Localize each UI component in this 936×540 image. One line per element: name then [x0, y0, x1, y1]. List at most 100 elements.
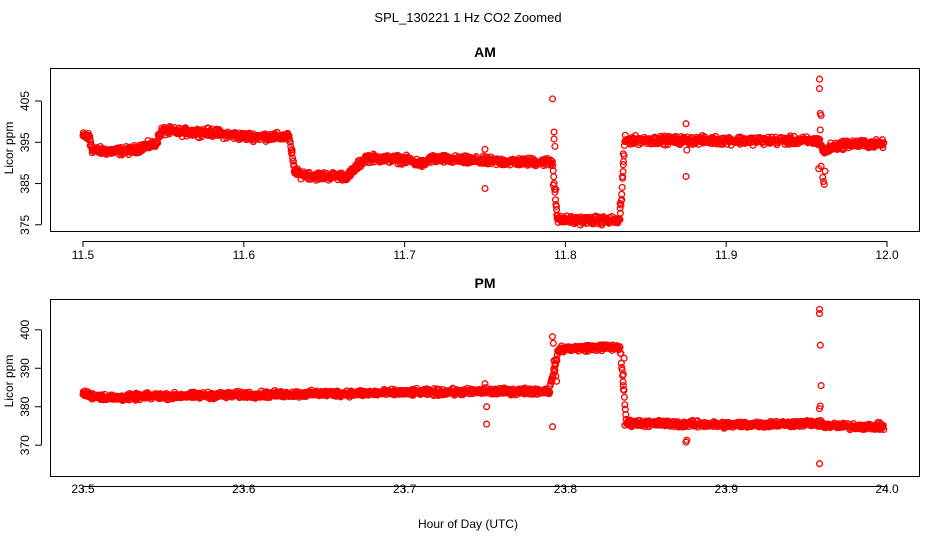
data-point-outlier	[551, 360, 559, 368]
panel-am-x-tick-label: 11.5	[72, 248, 95, 262]
panel-pm-title: PM	[475, 275, 496, 291]
panel-pm: PM Licor ppm 23.5 23.6 23.7 23.8 23.9 24.0 370…	[2, 275, 920, 496]
panel-am: AM Licor ppm 11.5 11.6 11.7 11.8 11.9 12.0 375…	[2, 44, 920, 262]
panel-am-y-tick-label: 395	[18, 132, 32, 152]
data-point-outlier	[682, 120, 690, 128]
data-point-outlier	[619, 161, 627, 169]
data-point	[549, 162, 557, 170]
data-point	[285, 132, 293, 140]
data-point-outlier	[815, 405, 824, 413]
data-point-outlier	[483, 403, 491, 411]
data-point-outlier	[481, 380, 489, 388]
data-point	[622, 411, 630, 419]
data-point-outlier	[553, 377, 561, 385]
data-point	[619, 378, 627, 386]
data-point	[874, 419, 882, 427]
data-point-outlier	[821, 167, 829, 175]
data-point	[551, 188, 559, 196]
panel-pm-y-tick-label: 370	[18, 435, 32, 455]
data-point-outlier	[482, 383, 490, 392]
data-point-outlier	[682, 172, 690, 181]
x-axis-label: Hour of Day (UTC)	[418, 517, 518, 531]
panel-pm-y-tick-label: 380	[18, 396, 32, 416]
data-point	[879, 144, 887, 152]
panel-am-plot-frame	[50, 68, 920, 232]
data-point	[620, 393, 628, 401]
panel-pm-x-tick-label: 23.8	[554, 482, 578, 496]
data-point-outlier	[815, 310, 824, 318]
data-point-outlier	[616, 199, 624, 207]
data-point-outlier	[683, 146, 691, 154]
data-point-outlier	[618, 196, 626, 204]
data-point-outlier	[815, 460, 824, 468]
data-point-outlier	[551, 142, 559, 150]
data-point-outlier	[817, 111, 825, 120]
data-point-outlier	[548, 333, 557, 341]
panel-pm-series	[79, 305, 888, 468]
data-point-outlier	[619, 382, 627, 390]
data-point-outlier	[550, 357, 558, 365]
panel-pm-x-tick-label: 23.6	[232, 482, 256, 496]
data-point	[288, 154, 297, 162]
panel-am-series	[79, 75, 888, 229]
data-point	[620, 386, 628, 394]
data-point	[619, 168, 627, 176]
data-point	[879, 421, 887, 430]
panel-am-x-tick-label: 11.7	[393, 248, 416, 262]
data-point-outlier	[817, 162, 825, 170]
panel-am-x-tick-label: 11.9	[715, 248, 738, 262]
data-point-outlier	[683, 436, 691, 444]
data-point-outlier	[819, 173, 827, 181]
data-point	[621, 401, 629, 409]
data-point-outlier	[820, 180, 828, 188]
data-point	[552, 202, 560, 211]
data-point-outlier	[815, 305, 824, 313]
panel-pm-x-tick-label: 23.5	[71, 482, 95, 496]
data-point-outlier	[548, 95, 557, 103]
panel-am-y-tick-label: 405	[18, 91, 32, 111]
data-point	[618, 183, 626, 191]
data-point-outlier	[819, 177, 828, 186]
panel-pm-x-tick-label: 24.0	[875, 482, 899, 496]
data-point-outlier	[80, 131, 88, 139]
data-point-outlier	[550, 135, 558, 143]
panel-am-y-axis-label: Licor ppm	[2, 122, 16, 175]
panel-pm-y-axis-label: Licor ppm	[2, 355, 16, 408]
data-point-outlier	[616, 204, 624, 212]
data-point	[548, 157, 556, 166]
panel-pm-y-tick-label: 400	[18, 319, 32, 339]
data-point-outlier	[621, 421, 629, 429]
data-point	[550, 173, 558, 181]
data-point-outlier	[291, 165, 299, 173]
data-point-outlier	[482, 157, 490, 165]
data-point	[880, 139, 888, 147]
chart-title: SPL_130221 1 Hz CO2 Zoomed	[374, 10, 561, 25]
data-point	[551, 196, 560, 204]
data-point-outlier	[816, 126, 824, 134]
data-point-outlier	[619, 150, 627, 158]
data-point-outlier	[619, 370, 627, 378]
panel-am-y-tick-label: 375	[18, 214, 32, 234]
panel-pm-y-tick-label: 390	[18, 358, 32, 378]
data-point	[286, 138, 294, 146]
data-point-outlier	[83, 135, 92, 143]
data-point-outlier	[550, 128, 558, 136]
data-point-outlier	[816, 341, 824, 349]
panel-am-x-tick-label: 11.6	[233, 248, 256, 262]
data-point-outlier	[815, 75, 824, 83]
data-point-outlier	[620, 354, 628, 362]
panel-am-x-tick-label: 12.0	[875, 248, 899, 262]
panel-am-title: AM	[474, 44, 496, 60]
data-point-outlier	[815, 85, 824, 93]
panel-am-y-tick-label: 385	[18, 173, 32, 193]
panel-pm-x-tick-label: 23.7	[393, 482, 417, 496]
data-point	[616, 209, 624, 217]
panel-pm-x-tick-label: 23.9	[715, 482, 739, 496]
data-point	[880, 425, 888, 434]
data-point-outlier	[481, 184, 489, 193]
data-point	[617, 350, 625, 358]
data-point-outlier	[86, 142, 94, 150]
data-point	[289, 157, 297, 165]
data-point-outlier	[288, 146, 296, 154]
